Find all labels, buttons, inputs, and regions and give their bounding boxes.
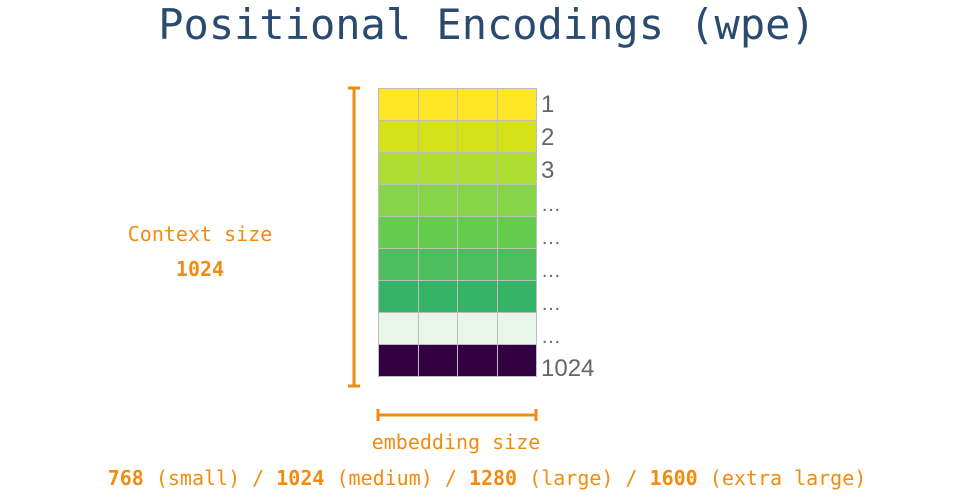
grid-cell	[458, 217, 498, 249]
grid-cell	[379, 249, 419, 281]
grid-cell	[418, 153, 458, 185]
grid-cell	[497, 121, 537, 153]
grid-cell	[418, 281, 458, 313]
grid-cell	[497, 281, 537, 313]
grid-cell	[418, 249, 458, 281]
grid-cell	[379, 313, 419, 345]
grid-cell	[458, 281, 498, 313]
grid-cell	[418, 185, 458, 217]
grid-cell	[379, 217, 419, 249]
size-separator: /	[240, 466, 277, 490]
grid-cell	[497, 313, 537, 345]
grid-cell	[418, 89, 458, 121]
row-label: …	[541, 260, 561, 282]
grid-row	[379, 345, 537, 377]
size-separator: /	[613, 466, 650, 490]
grid-cell	[458, 89, 498, 121]
grid-cell	[458, 185, 498, 217]
size-name: (small)	[143, 466, 241, 490]
size-value: 768	[107, 466, 144, 490]
grid-cell	[418, 121, 458, 153]
grid-row	[379, 185, 537, 217]
grid-cell	[458, 249, 498, 281]
grid-cell	[458, 153, 498, 185]
model-sizes-line: 768 (small) / 1024 (medium) / 1280 (larg…	[0, 466, 974, 490]
size-name: (medium)	[324, 466, 433, 490]
size-separator: /	[432, 466, 469, 490]
row-label: …	[541, 227, 561, 249]
grid-cell	[458, 345, 498, 377]
positional-encoding-grid	[378, 88, 537, 377]
grid-row	[379, 217, 537, 249]
grid-cell	[379, 89, 419, 121]
grid-cell	[497, 153, 537, 185]
grid-cell	[379, 281, 419, 313]
context-size-label: Context size	[127, 222, 273, 246]
grid-cell	[497, 217, 537, 249]
grid-cell	[497, 185, 537, 217]
grid-cell	[497, 249, 537, 281]
grid-cell	[497, 345, 537, 377]
grid-row	[379, 121, 537, 153]
grid-row	[379, 313, 537, 345]
row-label: 3	[541, 157, 555, 184]
grid-cell	[497, 89, 537, 121]
grid-row	[379, 249, 537, 281]
grid-row	[379, 153, 537, 185]
context-size-bracket	[348, 86, 360, 388]
size-name: (extra large)	[697, 466, 867, 490]
embedding-size-label: embedding size	[371, 430, 541, 454]
grid-cell	[379, 153, 419, 185]
grid-cell	[379, 345, 419, 377]
row-label: 1024	[541, 355, 595, 382]
size-name: (large)	[517, 466, 614, 490]
row-label: …	[541, 326, 561, 348]
grid-cell	[418, 313, 458, 345]
page-title: Positional Encodings (wpe)	[158, 0, 816, 49]
grid-cell	[379, 185, 419, 217]
grid-cell	[418, 345, 458, 377]
size-value: 1280	[468, 466, 518, 490]
grid-cell	[458, 121, 498, 153]
embedding-size-bracket	[376, 409, 538, 421]
grid-cell	[418, 217, 458, 249]
row-label: 2	[541, 124, 555, 151]
grid-row	[379, 281, 537, 313]
context-size-value: 1024	[175, 257, 225, 281]
row-label: …	[541, 293, 561, 315]
row-label: …	[541, 194, 561, 216]
grid-cell	[379, 121, 419, 153]
row-label: 1	[541, 91, 555, 118]
size-value: 1600	[649, 466, 698, 490]
grid-cell	[458, 313, 498, 345]
grid-row	[379, 89, 537, 121]
size-value: 1024	[276, 466, 325, 490]
